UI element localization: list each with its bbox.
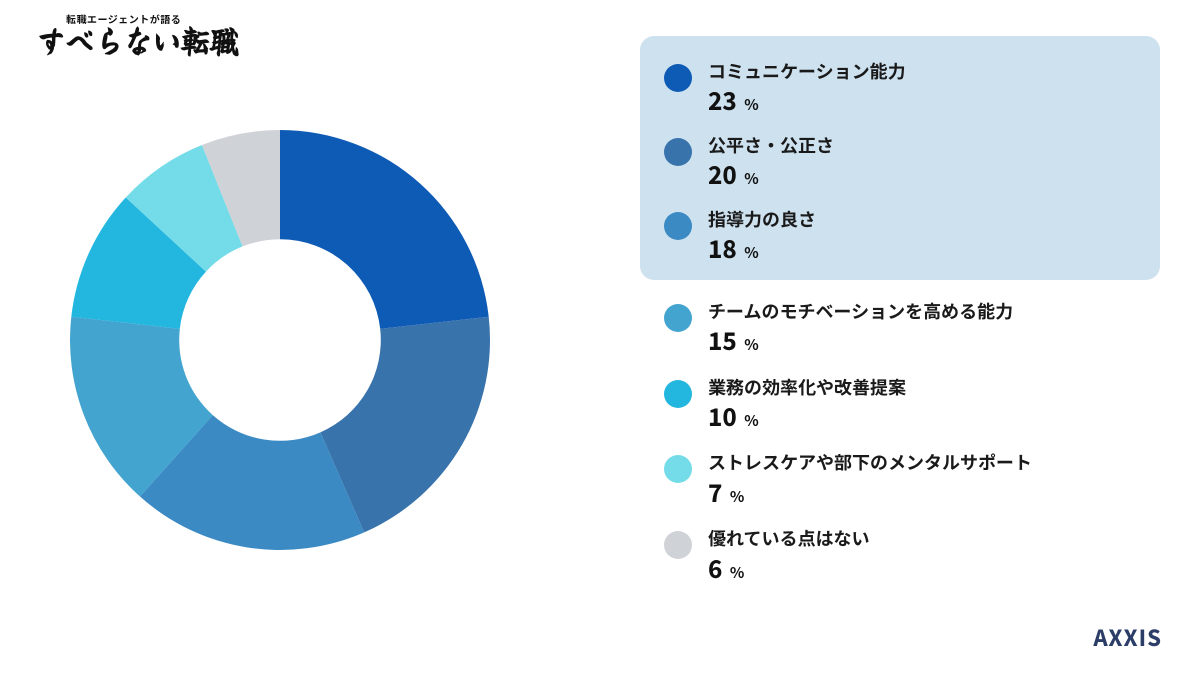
legend-item: ストレスケアや部下のメンタルサポート7 %	[664, 445, 1160, 521]
legend-text: 優れている点はない 6 %	[708, 527, 1160, 581]
donut-chart	[70, 130, 490, 550]
legend-value: 23 %	[708, 87, 1136, 114]
legend-text: チームのモチベーションを高める能力15 %	[708, 300, 1160, 354]
legend-text: 業務の効率化や改善提案10 %	[708, 376, 1160, 430]
legend-label: 公平さ・公正さ	[708, 134, 1136, 157]
legend-item: 指導力の良さ18 %	[664, 202, 1136, 262]
legend-value: 10 %	[708, 403, 1160, 430]
legend-highlight-box: コミュニケーション能力23 %公平さ・公正さ20 %指導力の良さ18 %	[640, 36, 1160, 280]
legend-label: ストレスケアや部下のメンタルサポート	[708, 451, 1160, 474]
legend-swatch	[664, 304, 692, 332]
legend-value-unit: %	[730, 486, 744, 507]
company-logo-text: AXXIS	[1093, 621, 1162, 653]
legend-swatch	[664, 531, 692, 559]
legend-value: 6 %	[708, 555, 1160, 582]
brand-logo-title: すべらない転職	[34, 23, 240, 56]
legend-value-unit: %	[730, 562, 744, 583]
legend-value-number: 6	[708, 550, 722, 585]
donut-segment	[280, 130, 489, 329]
legend-label: チームのモチベーションを高める能力	[708, 300, 1160, 323]
legend-swatch	[664, 380, 692, 408]
legend-label: 指導力の良さ	[708, 208, 1136, 231]
legend-swatch	[664, 212, 692, 240]
legend-value-unit: %	[744, 242, 758, 263]
legend-value-unit: %	[744, 334, 758, 355]
legend-value-unit: %	[744, 168, 758, 189]
legend-item: コミュニケーション能力23 %	[664, 54, 1136, 128]
legend-value: 7 %	[708, 479, 1160, 506]
brand-logo: 転職エージェントが語る すべらない転職	[36, 14, 239, 54]
legend-swatch	[664, 64, 692, 92]
legend-text: ストレスケアや部下のメンタルサポート 7 %	[708, 451, 1160, 505]
legend-value-number: 15	[708, 322, 737, 357]
legend-text: コミュニケーション能力23 %	[708, 60, 1136, 114]
legend-value: 15 %	[708, 327, 1160, 354]
legend-label: 優れている点はない	[708, 527, 1160, 550]
legend-value: 20 %	[708, 161, 1136, 188]
legend-value-number: 7	[708, 474, 722, 509]
legend-item: 公平さ・公正さ20 %	[664, 128, 1136, 202]
company-logo: AXXIS	[1093, 621, 1162, 653]
legend-label: コミュニケーション能力	[708, 60, 1136, 83]
legend-value-number: 20	[708, 156, 737, 191]
legend-rest: チームのモチベーションを高める能力15 %業務の効率化や改善提案10 %ストレス…	[640, 294, 1160, 598]
legend-value-unit: %	[744, 94, 758, 115]
legend-value: 18 %	[708, 235, 1136, 262]
legend-text: 公平さ・公正さ20 %	[708, 134, 1136, 188]
legend-value-number: 10	[708, 398, 737, 433]
legend-value-number: 23	[708, 82, 737, 117]
legend-value-unit: %	[744, 410, 758, 431]
donut-svg	[70, 130, 490, 550]
legend-item: 業務の効率化や改善提案10 %	[664, 370, 1160, 446]
legend-value-number: 18	[708, 230, 737, 265]
legend-label: 業務の効率化や改善提案	[708, 376, 1160, 399]
legend-swatch	[664, 138, 692, 166]
legend-text: 指導力の良さ18 %	[708, 208, 1136, 262]
legend-item: 優れている点はない6 %	[664, 521, 1160, 597]
legend: コミュニケーション能力23 %公平さ・公正さ20 %指導力の良さ18 % チーム…	[640, 36, 1160, 597]
legend-item: チームのモチベーションを高める能力15 %	[664, 294, 1160, 370]
legend-swatch	[664, 455, 692, 483]
